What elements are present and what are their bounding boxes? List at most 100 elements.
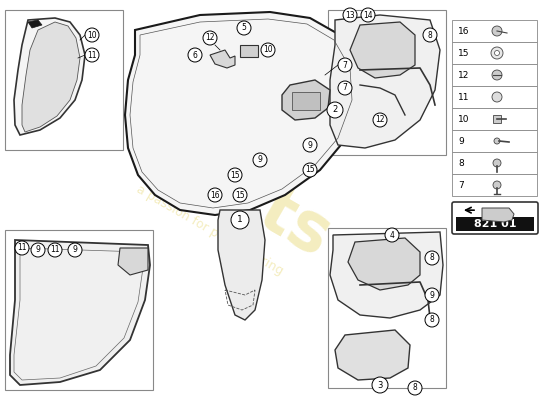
Text: 8: 8 [428, 30, 432, 40]
Circle shape [228, 168, 242, 182]
Circle shape [343, 8, 357, 22]
Bar [452, 42, 537, 64]
Bar [328, 10, 446, 155]
Circle shape [493, 181, 501, 189]
Bar [452, 20, 537, 42]
Text: 12: 12 [458, 70, 469, 80]
Circle shape [253, 153, 267, 167]
Circle shape [425, 288, 439, 302]
Text: 7: 7 [458, 180, 464, 190]
Text: 12: 12 [205, 34, 214, 42]
Bar [452, 130, 537, 152]
Text: parts: parts [138, 117, 342, 273]
Bar [240, 45, 258, 57]
Polygon shape [218, 210, 265, 320]
Polygon shape [282, 80, 330, 120]
Circle shape [425, 251, 439, 265]
Bar [456, 217, 534, 230]
Text: 10: 10 [458, 114, 470, 124]
Text: a passion for parts sharing: a passion for parts sharing [134, 182, 286, 278]
Text: 9: 9 [257, 156, 262, 164]
Bar [452, 108, 537, 130]
Text: 15: 15 [230, 170, 240, 180]
Text: 16: 16 [458, 26, 470, 36]
Text: 9: 9 [430, 290, 434, 300]
Circle shape [361, 8, 375, 22]
Text: 11: 11 [458, 92, 470, 102]
Circle shape [494, 138, 500, 144]
Text: 16: 16 [210, 190, 220, 200]
Circle shape [31, 243, 45, 257]
Text: 9: 9 [73, 246, 78, 254]
Circle shape [408, 381, 422, 395]
Polygon shape [210, 50, 235, 68]
Polygon shape [118, 248, 148, 275]
Polygon shape [330, 15, 440, 148]
Text: 7: 7 [343, 84, 348, 92]
Bar [452, 152, 537, 174]
Bar [328, 228, 446, 388]
Circle shape [237, 21, 251, 35]
Text: 6: 6 [192, 50, 197, 60]
Circle shape [492, 92, 502, 102]
Circle shape [492, 70, 502, 80]
Circle shape [493, 159, 501, 167]
Circle shape [373, 113, 387, 127]
Text: 15: 15 [305, 166, 315, 174]
Polygon shape [350, 22, 415, 78]
Text: 8: 8 [412, 384, 417, 392]
Text: 15: 15 [235, 190, 245, 200]
Text: 8: 8 [458, 158, 464, 168]
Polygon shape [28, 20, 42, 28]
Bar [452, 64, 537, 86]
Circle shape [188, 48, 202, 62]
Circle shape [208, 188, 222, 202]
Text: 10: 10 [87, 30, 97, 40]
Text: 14: 14 [363, 10, 373, 20]
FancyBboxPatch shape [452, 202, 538, 234]
Circle shape [338, 81, 352, 95]
Circle shape [491, 47, 503, 59]
Circle shape [492, 26, 502, 36]
Bar [493, 115, 501, 123]
Circle shape [68, 243, 82, 257]
Polygon shape [10, 240, 150, 385]
Circle shape [261, 43, 275, 57]
Text: 13: 13 [345, 10, 355, 20]
Text: 8: 8 [430, 254, 434, 262]
Circle shape [203, 31, 217, 45]
Polygon shape [22, 22, 80, 132]
Circle shape [231, 211, 249, 229]
Text: 11: 11 [17, 244, 27, 252]
Bar [452, 86, 537, 108]
Polygon shape [335, 330, 410, 380]
Bar [292, 92, 320, 110]
Circle shape [85, 28, 99, 42]
Text: 3: 3 [377, 380, 383, 390]
Circle shape [423, 28, 437, 42]
Circle shape [385, 228, 399, 242]
Text: 9: 9 [36, 246, 41, 254]
Text: 2: 2 [332, 106, 338, 114]
Text: 7: 7 [343, 60, 348, 70]
Text: 4: 4 [389, 230, 394, 240]
Circle shape [85, 48, 99, 62]
Polygon shape [330, 232, 443, 318]
Bar [452, 174, 537, 196]
Text: 9: 9 [307, 140, 312, 150]
Circle shape [48, 243, 62, 257]
Polygon shape [482, 208, 514, 222]
Circle shape [303, 138, 317, 152]
Text: 12: 12 [375, 116, 385, 124]
Text: 9: 9 [458, 136, 464, 146]
Text: 11: 11 [50, 246, 60, 254]
Circle shape [338, 58, 352, 72]
Circle shape [327, 102, 343, 118]
Text: 1: 1 [237, 216, 243, 224]
Circle shape [233, 188, 247, 202]
Circle shape [425, 313, 439, 327]
Circle shape [303, 163, 317, 177]
Circle shape [15, 241, 29, 255]
Text: 10: 10 [263, 46, 273, 54]
Text: 15: 15 [458, 48, 470, 58]
